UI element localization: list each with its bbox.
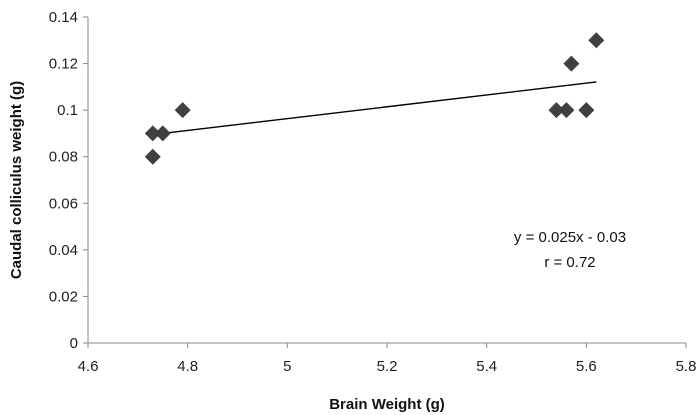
r-value-annotation: r = 0.72 (544, 254, 595, 271)
data-point (144, 125, 161, 142)
y-tick-label: 0.02 (49, 288, 78, 305)
data-point (144, 148, 161, 165)
x-tick-label: 4.8 (177, 358, 198, 375)
data-point (558, 102, 575, 119)
y-tick-label: 0.1 (57, 102, 78, 119)
y-tick-label: 0.08 (49, 149, 78, 166)
x-tick-label: 5.8 (676, 358, 697, 375)
y-axis-ticks: 0 0.02 0.04 0.06 0.08 0.1 0.12 0.14 (49, 9, 88, 352)
data-point (578, 102, 595, 119)
equation-annotation: y = 0.025x - 0.03 (514, 229, 626, 246)
x-axis-title: Brain Weight (g) (329, 396, 445, 413)
data-point (548, 102, 565, 119)
data-points (144, 32, 605, 165)
x-tick-label: 4.6 (78, 358, 99, 375)
data-point (174, 102, 191, 119)
x-tick-label: 5.2 (377, 358, 398, 375)
y-tick-label: 0.06 (49, 195, 78, 212)
x-tick-label: 5 (283, 358, 291, 375)
x-axis-ticks: 4.6 4.8 5 5.2 5.4 5.6 5.8 (78, 343, 697, 375)
data-point (563, 55, 580, 72)
y-tick-label: 0.14 (49, 9, 78, 26)
x-tick-label: 5.4 (476, 358, 497, 375)
x-tick-label: 5.6 (576, 358, 597, 375)
data-point (588, 32, 605, 49)
y-axis-title: Caudal colliculus weight (g) (8, 81, 25, 279)
y-tick-label: 0 (70, 335, 78, 352)
trendline (152, 81, 597, 136)
data-point (154, 125, 171, 142)
y-tick-label: 0.04 (49, 242, 78, 259)
y-tick-label: 0.12 (49, 56, 78, 73)
